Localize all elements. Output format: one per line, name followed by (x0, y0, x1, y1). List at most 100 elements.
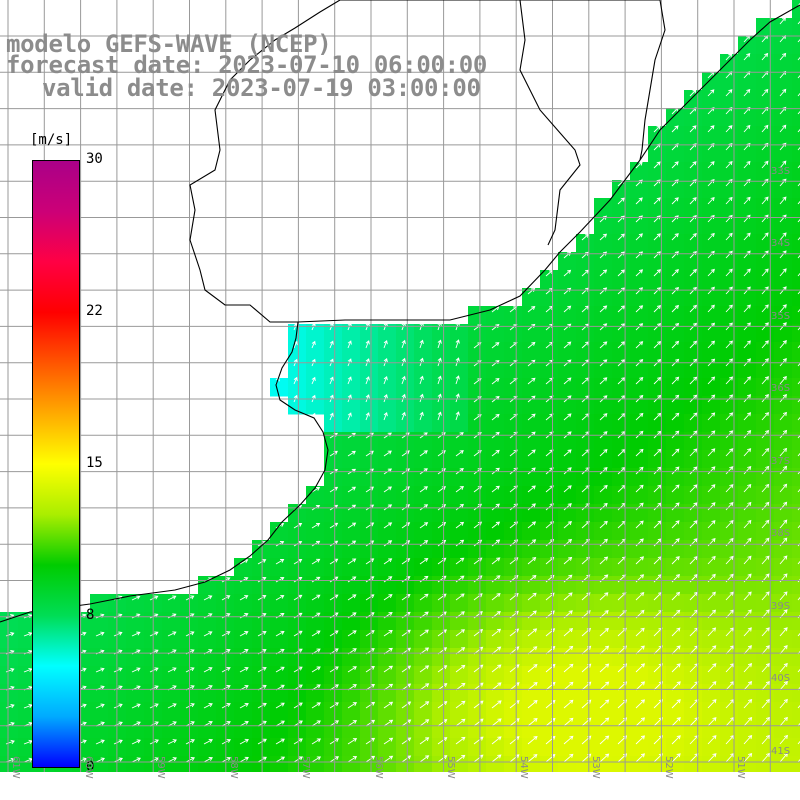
wind-speed-cell (360, 342, 379, 361)
wind-arrow (275, 702, 285, 709)
wind-arrow (95, 739, 105, 745)
wind-speed-cell (378, 594, 397, 613)
wind-arrow (779, 447, 788, 457)
wind-speed-cell (378, 360, 397, 379)
wind-arrow (365, 666, 375, 673)
wind-arrow (743, 394, 752, 403)
wind-speed-cell (540, 486, 559, 505)
wind-speed-cell (234, 630, 253, 649)
lat-label: 40S (771, 673, 791, 684)
wind-speed-cell (558, 594, 577, 613)
wind-speed-cell (468, 396, 487, 415)
wind-arrow (635, 520, 644, 529)
wind-speed-cell (378, 612, 397, 631)
wind-speed-cell (342, 702, 361, 721)
wind-speed-cell (594, 720, 613, 739)
wind-arrow (563, 251, 572, 259)
wind-speed-cell (90, 666, 109, 685)
wind-speed-cell (522, 594, 541, 613)
wind-speed-cell (486, 756, 505, 772)
wind-speed-cell (468, 630, 487, 649)
wind-speed-cell (234, 648, 253, 667)
wind-speed-cell (630, 486, 649, 505)
wind-arrow (563, 521, 572, 529)
wind-arrow (167, 631, 177, 637)
wind-arrow (365, 755, 376, 763)
wind-speed-cell (702, 252, 721, 271)
wind-speed-cell (270, 666, 289, 685)
wind-arrow (347, 450, 356, 457)
wind-speed-cell (360, 612, 379, 631)
wind-arrow (635, 197, 643, 205)
wind-speed-cell (432, 594, 451, 613)
wind-arrow (725, 466, 734, 475)
wind-speed-cell (576, 738, 595, 757)
wind-arrow (743, 304, 751, 313)
wind-arrow (653, 304, 662, 313)
wind-speed-cell (360, 630, 379, 649)
wind-speed-cell (576, 288, 595, 307)
wind-speed-cell (666, 324, 685, 343)
wind-arrow (311, 576, 321, 583)
wind-speed-cell (306, 558, 325, 577)
wind-arrow (347, 594, 357, 601)
wind-speed-cell (468, 576, 487, 595)
wind-speed-cell (630, 234, 649, 253)
wind-arrow (743, 555, 752, 565)
wind-speed-cell (522, 306, 541, 325)
wind-arrow (743, 591, 752, 601)
lon-label: 57W (300, 756, 311, 779)
wind-speed-cell (288, 648, 307, 667)
wind-speed-cell (594, 216, 613, 235)
wind-arrow (689, 538, 698, 547)
wind-speed-cell (360, 576, 379, 595)
wind-speed-cell (738, 702, 757, 721)
wind-speed-cell (792, 414, 800, 433)
wind-arrow (689, 232, 697, 241)
wind-arrow (473, 682, 484, 691)
wind-arrow (437, 339, 442, 349)
wind-speed-cell (126, 684, 145, 703)
wind-speed-cell (378, 738, 397, 757)
wind-arrow (455, 521, 465, 529)
wind-arrow (275, 738, 285, 745)
wind-speed-cell (450, 522, 469, 541)
wind-arrow (599, 627, 609, 637)
wind-arrow (347, 340, 352, 349)
wind-arrow (761, 734, 771, 745)
wind-speed-cell (432, 666, 451, 685)
wind-speed-cell (558, 756, 577, 772)
wind-speed-cell (396, 666, 415, 685)
wind-arrow (599, 233, 608, 241)
wind-speed-cell (666, 144, 685, 163)
wind-speed-cell (558, 378, 577, 397)
wind-arrow (419, 504, 429, 511)
wind-arrow (401, 629, 411, 637)
wind-speed-cell (702, 108, 721, 127)
lat-lon-grid (0, 0, 800, 772)
wind-arrow (365, 412, 370, 421)
wind-arrow (455, 503, 464, 511)
wind-speed-cell (612, 414, 631, 433)
wind-speed-cell (702, 234, 721, 253)
wind-speed-cell (738, 252, 757, 271)
wind-speed-cell (774, 378, 793, 397)
wind-arrow (689, 376, 698, 385)
wind-arrow (797, 74, 800, 79)
wind-arrow (689, 502, 698, 511)
wind-speed-cell (792, 54, 800, 73)
wind-arrow (455, 593, 465, 601)
wind-speed-cell (738, 630, 757, 649)
wind-speed-cell (666, 738, 685, 757)
wind-speed-cell (468, 648, 487, 667)
wind-arrow (779, 591, 788, 601)
wind-arrow (491, 539, 501, 547)
wind-speed-cell (558, 360, 577, 379)
wind-speed-cell (432, 738, 451, 757)
wind-speed-cell (666, 468, 685, 487)
wind-arrow (599, 377, 608, 385)
wind-arrow (437, 411, 442, 421)
wind-speed-cell (486, 648, 505, 667)
wind-speed-cell (702, 504, 721, 523)
wind-speed-cell (666, 216, 685, 235)
